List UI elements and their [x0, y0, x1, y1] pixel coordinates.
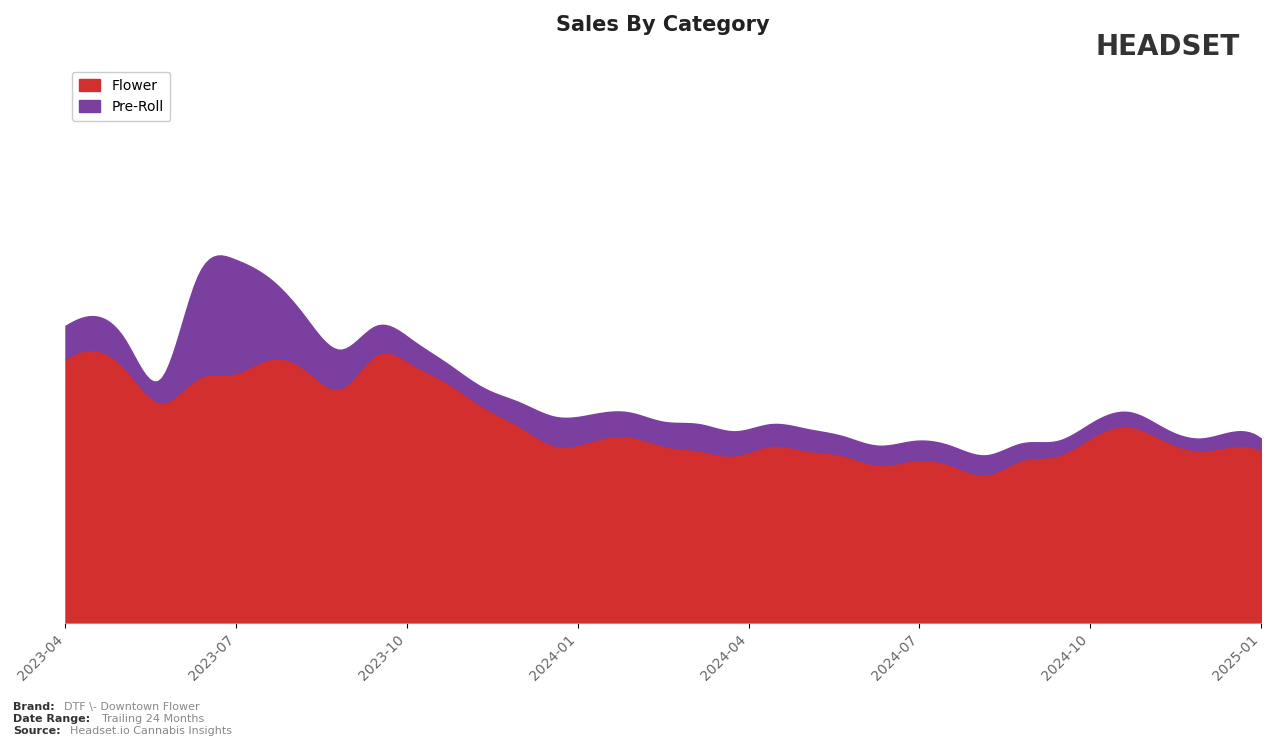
Text: Trailing 24 Months: Trailing 24 Months: [102, 714, 204, 724]
Text: DTF \- Downtown Flower: DTF \- Downtown Flower: [64, 701, 199, 712]
Text: Headset.io Cannabis Insights: Headset.io Cannabis Insights: [70, 726, 232, 736]
Text: Brand:: Brand:: [13, 701, 55, 712]
Legend: Flower, Pre-Roll: Flower, Pre-Roll: [73, 72, 171, 120]
Text: Date Range:: Date Range:: [13, 714, 89, 724]
Text: HEADSET: HEADSET: [1095, 33, 1240, 62]
Text: Source:: Source:: [13, 726, 60, 736]
Title: Sales By Category: Sales By Category: [556, 15, 769, 35]
